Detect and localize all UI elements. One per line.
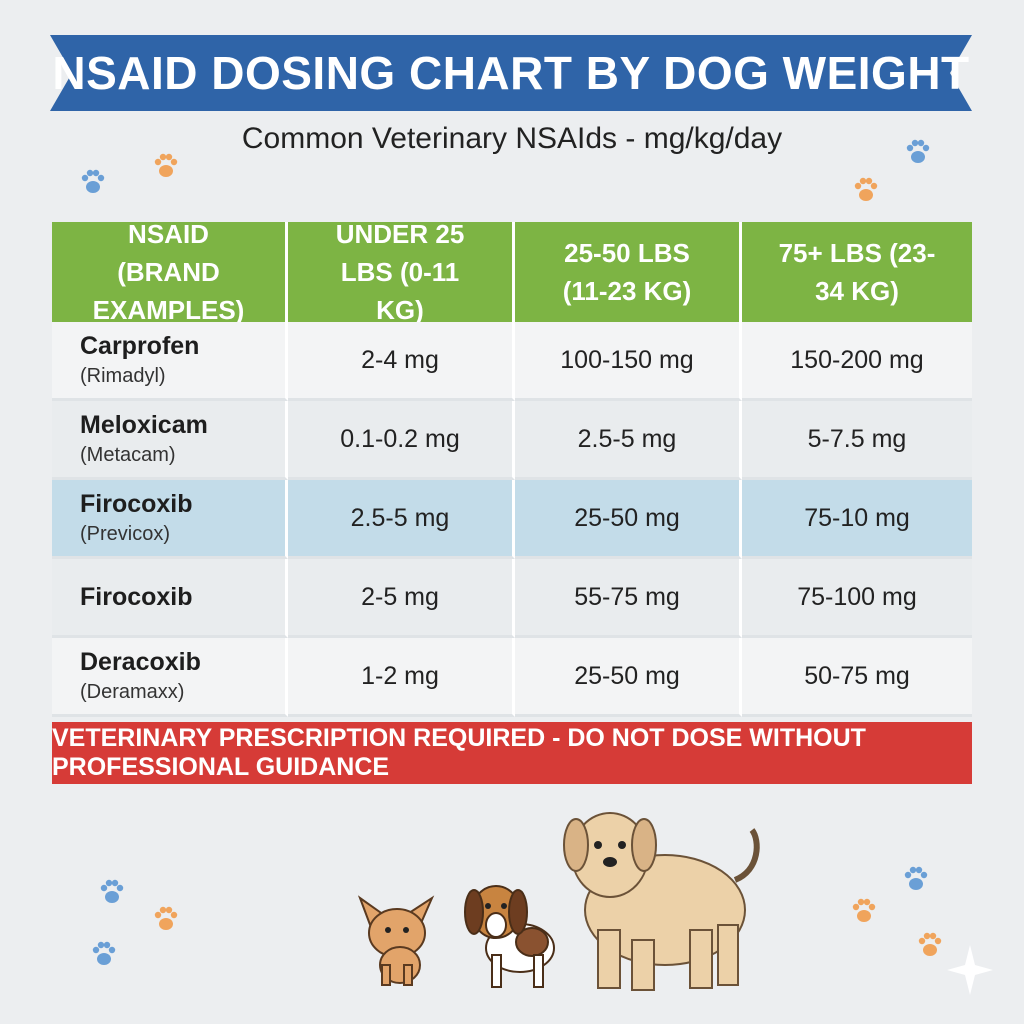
- dose-cell: 1-2 mg: [288, 638, 515, 717]
- banner-ribbon: [50, 35, 972, 111]
- dose-cell: 0.1-0.2 mg: [288, 401, 515, 480]
- header-cell: 25-50 LBS (11-23 KG): [515, 222, 742, 322]
- drug-cell: Meloxicam (Metacam): [52, 401, 288, 480]
- sparkle: [947, 945, 993, 995]
- brand-name: (Metacam): [80, 444, 176, 466]
- dog-small: [357, 895, 435, 986]
- dose-cell: 2.5-5 mg: [515, 401, 742, 480]
- drug-cell: Carprofen (Rimadyl): [52, 322, 288, 401]
- dose-cell: 100-150 mg: [515, 322, 742, 401]
- paw-icon: [154, 153, 178, 177]
- brand-name: (Previcox): [80, 523, 171, 545]
- dose-cell: 25-50 mg: [515, 638, 742, 717]
- dose-cell: 55-75 mg: [515, 559, 742, 638]
- paw-icon: [92, 941, 116, 965]
- dose-cell: 75-100 mg: [742, 559, 972, 638]
- title: NSAID DOSING CHART BY DOG WEIGHT: [52, 47, 970, 99]
- dose-cell: 2.5-5 mg: [288, 480, 515, 559]
- dose-cell: 50-75 mg: [742, 638, 972, 717]
- table-row: Firocoxib (Previcox) 2.5-5 mg 25-50 mg 75-10…: [52, 480, 972, 559]
- paw-icon: [81, 169, 105, 193]
- drug-cell: Firocoxib (Previcox): [52, 480, 288, 559]
- drug-name: Carprofen: [80, 332, 200, 360]
- drug-cell: Firocoxib: [52, 559, 288, 638]
- paw-icon: [852, 898, 876, 922]
- header-cell: NSAID (BRAND EXAMPLES): [52, 219, 288, 325]
- paw-icon: [154, 906, 178, 930]
- paw-icon: [854, 177, 878, 201]
- drug-name: Firocoxib: [80, 582, 193, 611]
- dose-cell: 5-7.5 mg: [742, 401, 972, 480]
- dose-cell: 150-200 mg: [742, 322, 972, 401]
- paw-icon: [100, 879, 124, 903]
- dose-cell: 2-5 mg: [288, 559, 515, 638]
- table-row: Meloxicam (Metacam) 0.1-0.2 mg 2.5-5 mg 5-7.…: [52, 401, 972, 480]
- table-row: Firocoxib 2-5 mg 55-75 mg 75-100 mg: [52, 559, 972, 638]
- warning-banner: VETERINARY PRESCRIPTION REQUIRED - DO NO…: [52, 722, 972, 784]
- dog-large: [563, 812, 760, 991]
- brand-name: (Deramaxx): [80, 681, 185, 703]
- header-cell: 75+ LBS (23-34 KG): [742, 222, 972, 322]
- dose-cell: 75-10 mg: [742, 480, 972, 559]
- dosing-table: NSAID (BRAND EXAMPLES) UNDER 25 LBS (0-11…: [52, 219, 972, 717]
- paw-icon: [904, 866, 928, 890]
- header-cell: UNDER 25 LBS (0-11 KG): [288, 219, 515, 325]
- drug-name: Meloxicam: [80, 411, 208, 439]
- drug-name: Deracoxib: [80, 648, 201, 676]
- dog-medium: [464, 885, 555, 988]
- header-row: NSAID (BRAND EXAMPLES) UNDER 25 LBS (0-11…: [52, 219, 972, 325]
- drug-cell: Deracoxib (Deramaxx): [52, 638, 288, 717]
- subtitle: Common Veterinary NSAIds - mg/kg/day: [241, 122, 783, 155]
- table-row: Deracoxib (Deramaxx) 1-2 mg 25-50 mg 50-75 m…: [52, 638, 972, 717]
- table-row: Carprofen (Rimadyl) 2-4 mg 100-150 mg 150-20…: [52, 322, 972, 401]
- paw-icon: [918, 932, 942, 956]
- drug-name: Firocoxib: [80, 490, 193, 518]
- brand-name: (Rimadyl): [80, 365, 166, 387]
- dose-cell: 25-50 mg: [515, 480, 742, 559]
- dose-cell: 2-4 mg: [288, 322, 515, 401]
